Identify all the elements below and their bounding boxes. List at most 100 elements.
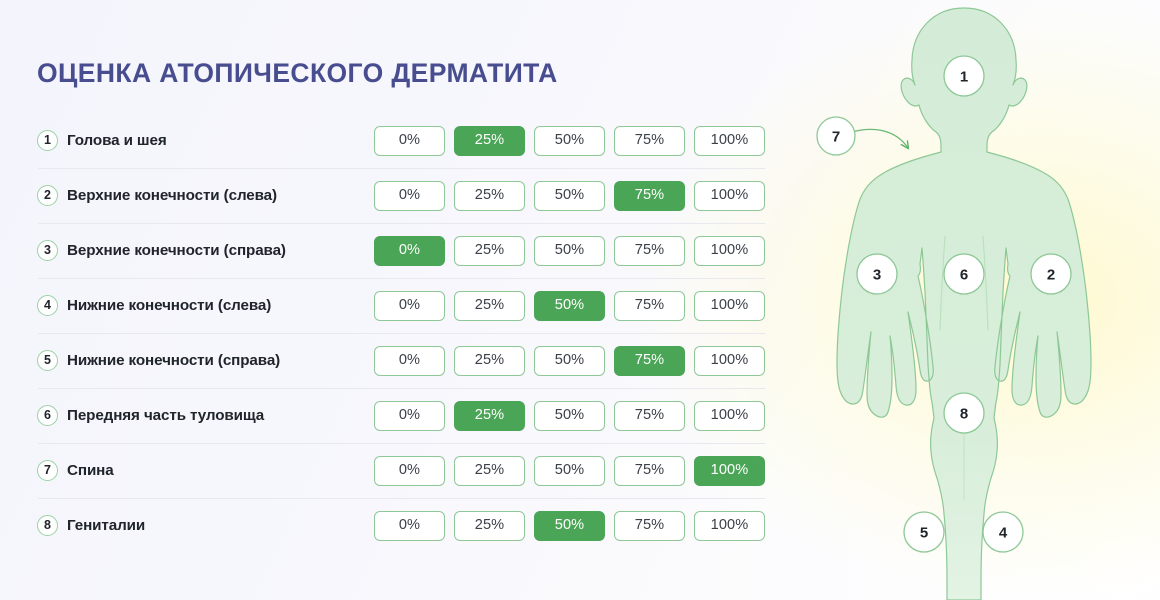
percentage-option-button[interactable]: 0%: [374, 455, 445, 486]
percentage-option-button[interactable]: 75%: [614, 400, 685, 431]
row-label-text: Нижние конечности (справа): [67, 352, 281, 369]
percentage-option-button[interactable]: 50%: [534, 290, 605, 321]
percentage-option-button[interactable]: 25%: [454, 400, 525, 431]
body-marker[interactable]: 6: [943, 253, 985, 295]
assessment-row: 7 Спина 0% 25% 50% 75% 100%: [37, 443, 765, 498]
percentage-option-button[interactable]: 75%: [614, 510, 685, 541]
body-marker[interactable]: 3: [856, 253, 898, 295]
body-marker-label: 5: [920, 525, 928, 542]
row-label-text: Спина: [67, 462, 114, 479]
percentage-option-button[interactable]: 0%: [374, 180, 445, 211]
percentage-option-button[interactable]: 100%: [694, 125, 765, 156]
percentage-option-button[interactable]: 0%: [374, 510, 445, 541]
percentage-option-button[interactable]: 100%: [694, 235, 765, 266]
percentage-option-button[interactable]: 25%: [454, 235, 525, 266]
row-label: 7 Спина: [37, 460, 367, 481]
percentage-option-button[interactable]: 100%: [694, 400, 765, 431]
row-label-text: Передняя часть туловища: [67, 407, 265, 424]
body-marker[interactable]: 2: [1030, 253, 1072, 295]
body-marker-label: 3: [873, 267, 881, 284]
row-label-text: Голова и шея: [67, 132, 167, 149]
row-number-badge: 8: [37, 515, 58, 536]
assessment-row: 4 Нижние конечности (слева) 0% 25% 50% 75% 100…: [37, 278, 765, 333]
row-number-badge: 6: [37, 405, 58, 426]
percentage-option-button[interactable]: 50%: [534, 345, 605, 376]
percentage-option-group: 0% 25% 50% 75% 100%: [374, 455, 765, 486]
assessment-row: 1 Голова и шея 0% 25% 50% 75% 100%: [37, 113, 765, 168]
percentage-option-button[interactable]: 0%: [374, 290, 445, 321]
percentage-option-button[interactable]: 25%: [454, 455, 525, 486]
row-label: 1 Голова и шея: [37, 130, 367, 151]
percentage-option-button[interactable]: 75%: [614, 455, 685, 486]
body-marker-label: 4: [999, 525, 1008, 542]
body-marker[interactable]: 8: [943, 392, 985, 434]
row-label: 6 Передняя часть туловища: [37, 405, 367, 426]
body-marker-label: 1: [960, 69, 968, 86]
percentage-option-button[interactable]: 75%: [614, 125, 685, 156]
row-label: 4 Нижние конечности (слева): [37, 295, 367, 316]
percentage-option-group: 0% 25% 50% 75% 100%: [374, 290, 765, 321]
assessment-row: 8 Гениталии 0% 25% 50% 75% 100%: [37, 498, 765, 553]
assessment-panel: ОЦЕНКА АТОПИЧЕСКОГО ДЕРМАТИТА 1 Голова и …: [37, 58, 765, 553]
percentage-option-button[interactable]: 25%: [454, 290, 525, 321]
percentage-option-group: 0% 25% 50% 75% 100%: [374, 180, 765, 211]
body-marker[interactable]: 5: [903, 511, 945, 553]
percentage-option-group: 0% 25% 50% 75% 100%: [374, 400, 765, 431]
body-marker[interactable]: 7: [816, 116, 856, 156]
percentage-option-button[interactable]: 100%: [694, 345, 765, 376]
body-marker-label: 8: [960, 406, 968, 423]
row-number-badge: 3: [37, 240, 58, 261]
percentage-option-button[interactable]: 100%: [694, 290, 765, 321]
percentage-option-button[interactable]: 0%: [374, 235, 445, 266]
percentage-option-button[interactable]: 0%: [374, 345, 445, 376]
assessment-row: 5 Нижние конечности (справа) 0% 25% 50% 75% 10…: [37, 333, 765, 388]
row-label: 5 Нижние конечности (справа): [37, 350, 367, 371]
row-label-text: Верхние конечности (справа): [67, 242, 286, 259]
assessment-row-list: 1 Голова и шея 0% 25% 50% 75% 100% 2 Верхние кон…: [37, 113, 765, 553]
page-title: ОЦЕНКА АТОПИЧЕСКОГО ДЕРМАТИТА: [37, 58, 558, 88]
percentage-option-button[interactable]: 50%: [534, 455, 605, 486]
percentage-option-button[interactable]: 0%: [374, 400, 445, 431]
percentage-option-button[interactable]: 50%: [534, 235, 605, 266]
percentage-option-button[interactable]: 75%: [614, 290, 685, 321]
percentage-option-button[interactable]: 50%: [534, 180, 605, 211]
row-number-badge: 4: [37, 295, 58, 316]
row-number-badge: 2: [37, 185, 58, 206]
body-marker[interactable]: 4: [982, 511, 1024, 553]
row-number-badge: 1: [37, 130, 58, 151]
back-pointer-arrow: [851, 128, 908, 148]
percentage-option-group: 0% 25% 50% 75% 100%: [374, 235, 765, 266]
percentage-option-button[interactable]: 0%: [374, 125, 445, 156]
row-label-text: Верхние конечности (слева): [67, 187, 277, 204]
body-diagram: 1 7 3 6 2 8 5 4: [800, 0, 1160, 600]
body-marker-label: 7: [832, 129, 840, 146]
row-label: 3 Верхние конечности (справа): [37, 240, 367, 261]
percentage-option-button[interactable]: 25%: [454, 125, 525, 156]
percentage-option-button[interactable]: 75%: [614, 180, 685, 211]
row-label: 8 Гениталии: [37, 515, 367, 536]
row-label-text: Гениталии: [67, 517, 146, 534]
percentage-option-button[interactable]: 50%: [534, 400, 605, 431]
percentage-option-button[interactable]: 25%: [454, 345, 525, 376]
percentage-option-button[interactable]: 25%: [454, 180, 525, 211]
percentage-option-group: 0% 25% 50% 75% 100%: [374, 345, 765, 376]
percentage-option-button[interactable]: 75%: [614, 345, 685, 376]
assessment-row: 2 Верхние конечности (слева) 0% 25% 50% 75% 10…: [37, 168, 765, 223]
percentage-option-group: 0% 25% 50% 75% 100%: [374, 510, 765, 541]
percentage-option-button[interactable]: 25%: [454, 510, 525, 541]
percentage-option-button[interactable]: 75%: [614, 235, 685, 266]
percentage-option-group: 0% 25% 50% 75% 100%: [374, 125, 765, 156]
assessment-row: 3 Верхние конечности (справа) 0% 25% 50% 75% 1…: [37, 223, 765, 278]
body-marker-label: 6: [960, 267, 968, 284]
body-marker-label: 2: [1047, 267, 1055, 284]
percentage-option-button[interactable]: 100%: [694, 510, 765, 541]
row-number-badge: 5: [37, 350, 58, 371]
percentage-option-button[interactable]: 100%: [694, 180, 765, 211]
percentage-option-button[interactable]: 100%: [694, 455, 765, 486]
percentage-option-button[interactable]: 50%: [534, 125, 605, 156]
body-marker[interactable]: 1: [943, 55, 985, 97]
body-silhouette-shape: [836, 7, 1092, 600]
row-label: 2 Верхние конечности (слева): [37, 185, 367, 206]
assessment-row: 6 Передняя часть туловища 0% 25% 50% 75% 100%: [37, 388, 765, 443]
percentage-option-button[interactable]: 50%: [534, 510, 605, 541]
